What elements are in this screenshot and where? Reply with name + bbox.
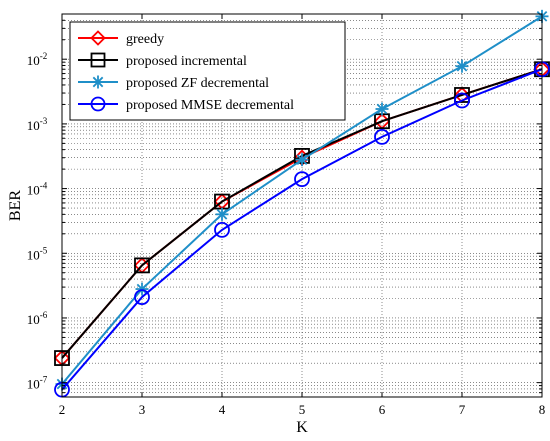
series-line <box>61 68 543 391</box>
legend-label: proposed MMSE decremental <box>126 98 294 113</box>
data-point <box>134 289 150 306</box>
asterisk-stroke <box>456 60 468 72</box>
asterisk-stroke <box>216 209 228 220</box>
data-point <box>454 92 470 109</box>
data-point <box>135 282 149 296</box>
data-point <box>91 75 105 89</box>
x-tick-label: 2 <box>59 402 66 417</box>
legend-label: proposed incremental <box>126 54 247 69</box>
x-tick-label: 3 <box>139 402 146 417</box>
legend: greedy proposed incremental proposed ZF de… <box>69 21 346 121</box>
data-point <box>215 207 229 221</box>
data-point <box>134 257 150 274</box>
y-tick-label: 10-4 <box>27 181 48 198</box>
legend-label: proposed ZF decremental <box>126 76 269 91</box>
asterisk-stroke <box>296 154 308 165</box>
data-point <box>375 102 389 116</box>
y-axis-label: BER <box>7 190 24 221</box>
data-point <box>214 221 230 238</box>
series-group <box>53 9 550 398</box>
data-point <box>90 30 106 46</box>
x-tick-label: 8 <box>539 402 546 417</box>
x-tick-label: 6 <box>379 402 386 417</box>
data-point <box>454 87 470 103</box>
x-tick-label: 4 <box>219 402 226 417</box>
y-tick-label: 10-7 <box>27 375 48 392</box>
data-point <box>90 96 106 112</box>
x-tick-label: 7 <box>459 402 466 417</box>
y-tick-label: 10-6 <box>27 310 48 327</box>
data-point <box>90 52 106 68</box>
legend-entry: greedy <box>78 30 164 47</box>
legend-label: greedy <box>126 32 164 47</box>
legend-entry: proposed MMSE decremental <box>78 96 294 113</box>
data-point <box>295 153 309 167</box>
y-tick-label: 10-3 <box>27 116 48 133</box>
asterisk-stroke <box>136 283 148 295</box>
data-point <box>374 128 390 145</box>
asterisk-stroke <box>92 76 104 88</box>
legend-entry: proposed incremental <box>78 52 247 69</box>
data-point <box>455 59 469 73</box>
y-tick-label: 10-2 <box>27 51 48 68</box>
data-point <box>294 171 310 188</box>
x-axis-label: K <box>296 419 308 436</box>
legend-entry: proposed ZF decremental <box>78 75 269 91</box>
x-tick-label: 5 <box>299 402 306 417</box>
asterisk-stroke <box>376 103 388 115</box>
y-tick-label: 10-5 <box>27 245 48 262</box>
